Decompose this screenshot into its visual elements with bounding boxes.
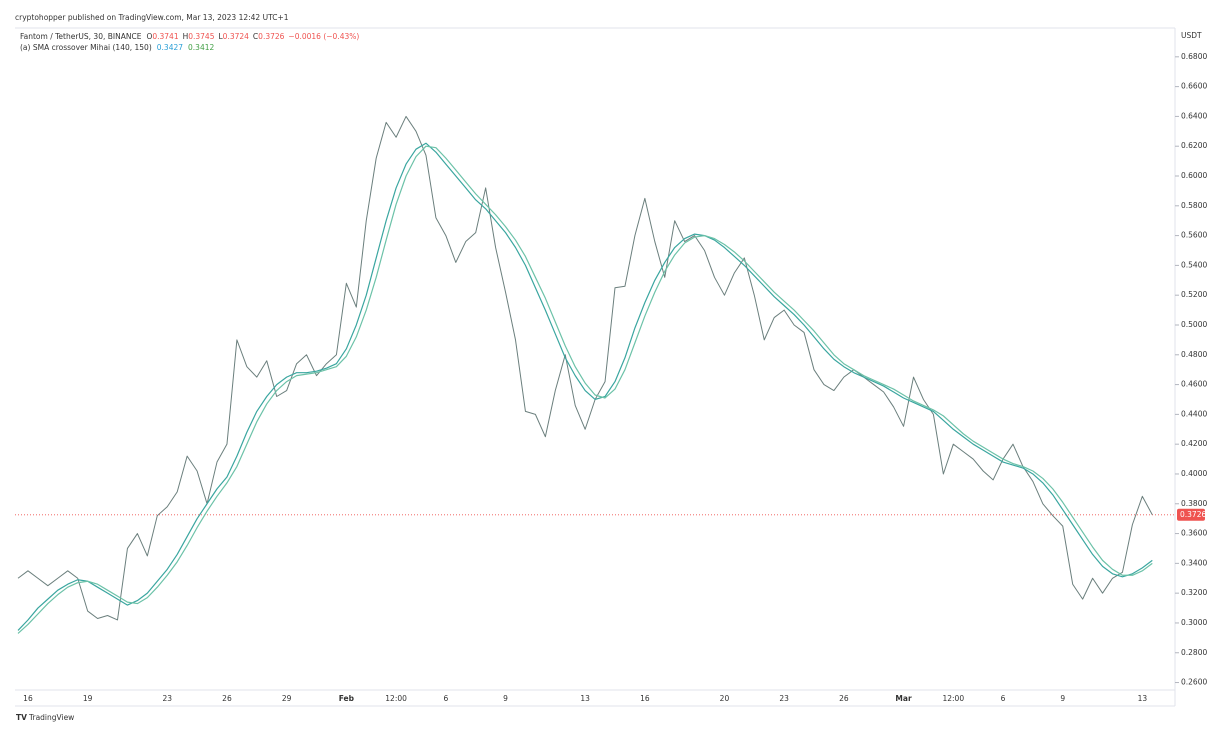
x-tick-label: 13: [1138, 694, 1148, 703]
ohlc-value: 0.3724: [223, 32, 249, 41]
indicator-value: 0.3412: [188, 43, 214, 52]
y-tick-label: 0.3000: [1181, 618, 1207, 627]
y-tick-label: 0.4800: [1181, 350, 1207, 359]
x-tick-label: 29: [282, 694, 292, 703]
ohlc-key: H: [183, 32, 189, 41]
y-tick-label: 0.4000: [1181, 469, 1207, 478]
x-tick-label: Mar: [895, 694, 912, 703]
change-value: −0.0016 (−0.43%): [288, 32, 359, 41]
y-tick-label: 0.2600: [1181, 678, 1207, 687]
x-tick-label: 9: [1060, 694, 1065, 703]
y-tick-label: 0.2800: [1181, 648, 1207, 657]
x-tick-label: 23: [162, 694, 172, 703]
x-tick-label: 9: [503, 694, 508, 703]
x-tick-label: 19: [83, 694, 93, 703]
x-tick-label: 16: [640, 694, 650, 703]
indicator-name: (a) SMA crossover Mihai (140, 150): [20, 43, 152, 52]
y-tick-label: 0.3800: [1181, 499, 1207, 508]
y-tick-label: 0.5600: [1181, 231, 1207, 240]
y-tick-label: 0.3600: [1181, 529, 1207, 538]
x-tick-label: 12:00: [942, 694, 964, 703]
y-tick-label: 0.6600: [1181, 82, 1207, 91]
sma-line: [17, 145, 1153, 634]
y-tick-label: 0.5400: [1181, 260, 1207, 269]
ohlc-value: 0.3726: [258, 32, 284, 41]
sma-line: [17, 142, 1153, 631]
x-tick-label: 6: [1001, 694, 1006, 703]
publisher-header: cryptohopper published on TradingView.co…: [15, 13, 289, 22]
ohlc-value: 0.3741: [152, 32, 178, 41]
x-tick-label: Feb: [339, 694, 355, 703]
y-axis-label: USDT: [1181, 31, 1202, 40]
y-tick-label: 0.5800: [1181, 201, 1207, 210]
y-tick-label: 0.6200: [1181, 141, 1207, 150]
ohlc-key: C: [253, 32, 258, 41]
footer-logo: TV: [16, 713, 27, 722]
x-tick-label: 12:00: [385, 694, 407, 703]
ohlc-key: O: [146, 32, 152, 41]
x-tick-label: 23: [779, 694, 789, 703]
x-tick-label: 6: [443, 694, 448, 703]
indicator-value: 0.3427: [157, 43, 183, 52]
y-tick-label: 0.3200: [1181, 588, 1207, 597]
ohlc-value: 0.3745: [188, 32, 214, 41]
y-tick-label: 0.6000: [1181, 171, 1207, 180]
ohlc-key: L: [218, 32, 223, 41]
x-tick-label: 26: [839, 694, 849, 703]
last-price-box: [1177, 508, 1205, 521]
x-tick-label: 13: [580, 694, 590, 703]
y-tick-label: 0.6400: [1181, 111, 1207, 120]
y-tick-label: 0.3400: [1181, 558, 1207, 567]
y-tick-label: 0.4600: [1181, 380, 1207, 389]
x-tick-label: 20: [720, 694, 730, 703]
x-tick-label: 26: [222, 694, 232, 703]
x-tick-label: 16: [23, 694, 33, 703]
legend-title: Fantom / TetherUS, 30, BINANCE: [20, 32, 142, 41]
footer: TradingView: [28, 713, 74, 722]
y-tick-label: 0.5200: [1181, 290, 1207, 299]
y-tick-label: 0.4400: [1181, 409, 1207, 418]
y-tick-label: 0.4200: [1181, 439, 1207, 448]
last-price-label: 0.3726: [1180, 510, 1206, 519]
y-tick-label: 0.6800: [1181, 52, 1207, 61]
y-tick-label: 0.5000: [1181, 320, 1207, 329]
